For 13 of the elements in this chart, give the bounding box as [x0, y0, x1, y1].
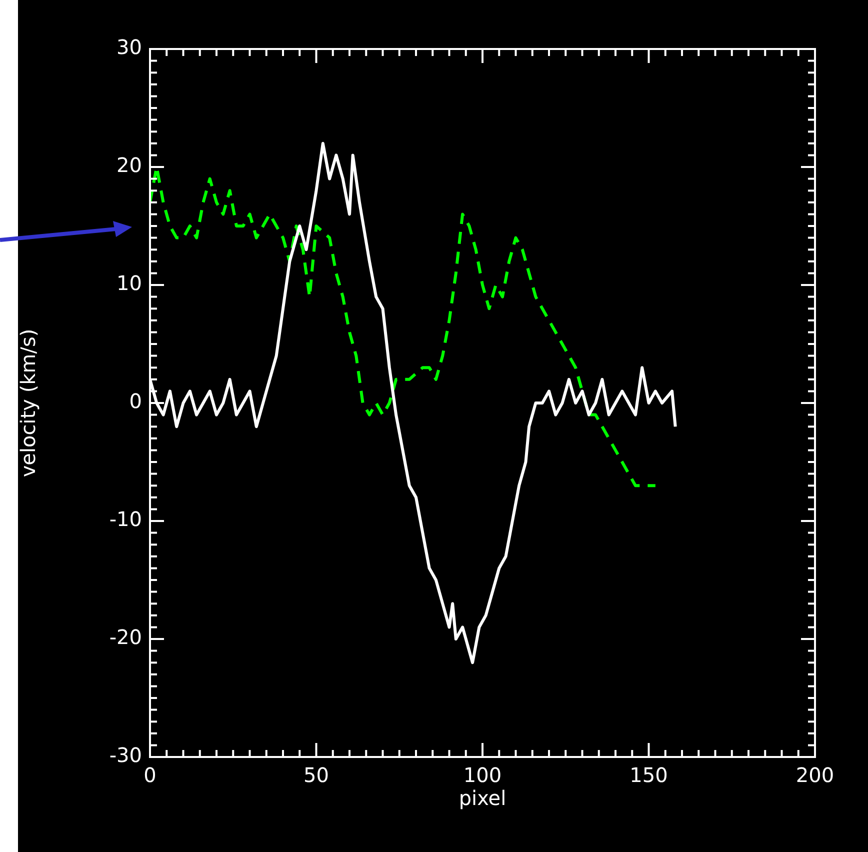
y-axis-title: velocity (km/s): [16, 328, 40, 478]
x-tick-label: 50: [304, 763, 329, 788]
y-tick-label: 10: [116, 271, 142, 296]
y-tick-label: 0: [129, 389, 142, 414]
y-tick-label: 20: [116, 153, 142, 178]
x-tick-label: 200: [796, 763, 834, 788]
y-tick-label: 30: [116, 35, 142, 60]
x-axis-title: pixel: [458, 786, 506, 810]
y-tick-label: -30: [109, 743, 142, 768]
x-tick-label: 150: [630, 763, 668, 788]
x-tick-label: 100: [463, 763, 502, 788]
y-tick-label: -20: [109, 625, 142, 650]
y-tick-label: -10: [109, 507, 142, 532]
